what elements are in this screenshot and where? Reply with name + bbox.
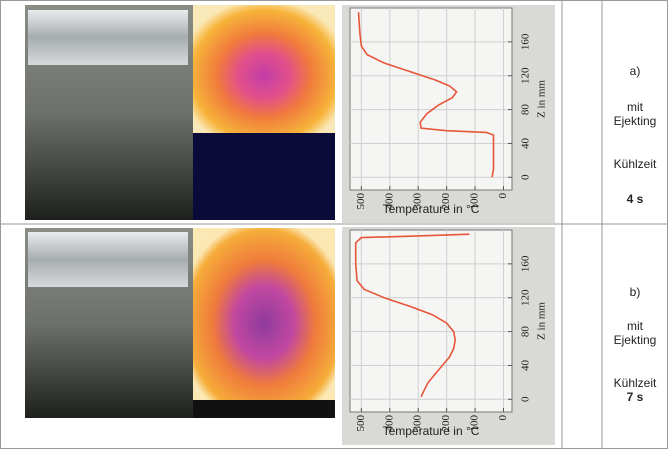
x-tick-label: 400 bbox=[383, 415, 395, 432]
thermal-image bbox=[193, 400, 335, 418]
y-tick-label: 80 bbox=[520, 104, 532, 116]
y-tick-label: 0 bbox=[520, 396, 532, 402]
thermal-image bbox=[193, 228, 335, 400]
photo-bar bbox=[28, 232, 188, 287]
thermal-image bbox=[193, 5, 335, 133]
thermal-image bbox=[193, 133, 335, 220]
y-tick-label: 80 bbox=[520, 326, 532, 338]
row-text: Ejekting bbox=[614, 333, 657, 347]
y-tick-label: 0 bbox=[520, 174, 532, 180]
x-axis-label: Temperature in °C bbox=[383, 202, 480, 216]
photo-bar bbox=[28, 10, 188, 65]
row-text: mit bbox=[627, 100, 644, 114]
row-text: Kühlzeit bbox=[614, 376, 657, 390]
y-tick-label: 120 bbox=[520, 67, 532, 84]
x-axis-label: Temperature in °C bbox=[383, 424, 480, 438]
row-time: 4 s bbox=[627, 192, 644, 206]
x-tick-label: 200 bbox=[440, 193, 452, 210]
y-axis-label: Z in mm bbox=[536, 302, 548, 340]
row-text: Kühlzeit bbox=[614, 157, 657, 171]
y-tick-label: 160 bbox=[520, 33, 532, 50]
x-tick-label: 0 bbox=[497, 193, 509, 199]
row-text: Ejekting bbox=[614, 114, 657, 128]
data-line bbox=[354, 233, 470, 398]
y-tick-label: 160 bbox=[520, 255, 532, 272]
x-tick-label: 300 bbox=[412, 415, 424, 432]
row-time: 7 s bbox=[627, 390, 644, 404]
row-label: b) bbox=[630, 285, 641, 299]
data-line bbox=[357, 12, 495, 178]
y-tick-label: 40 bbox=[520, 137, 532, 149]
x-tick-label: 100 bbox=[469, 415, 481, 432]
x-tick-label: 500 bbox=[355, 415, 367, 432]
x-tick-label: 300 bbox=[412, 193, 424, 210]
plot-area bbox=[349, 7, 513, 191]
y-tick-label: 120 bbox=[520, 289, 532, 306]
row-label: a) bbox=[630, 64, 641, 78]
plot-area bbox=[349, 229, 513, 413]
x-tick-label: 500 bbox=[355, 193, 367, 210]
x-tick-label: 0 bbox=[497, 415, 509, 421]
y-axis-label: Z in mm bbox=[536, 80, 548, 118]
x-tick-label: 200 bbox=[440, 415, 452, 432]
row-text: mit bbox=[627, 319, 644, 333]
x-tick-label: 100 bbox=[469, 193, 481, 210]
x-tick-label: 400 bbox=[383, 193, 395, 210]
y-tick-label: 40 bbox=[520, 359, 532, 371]
